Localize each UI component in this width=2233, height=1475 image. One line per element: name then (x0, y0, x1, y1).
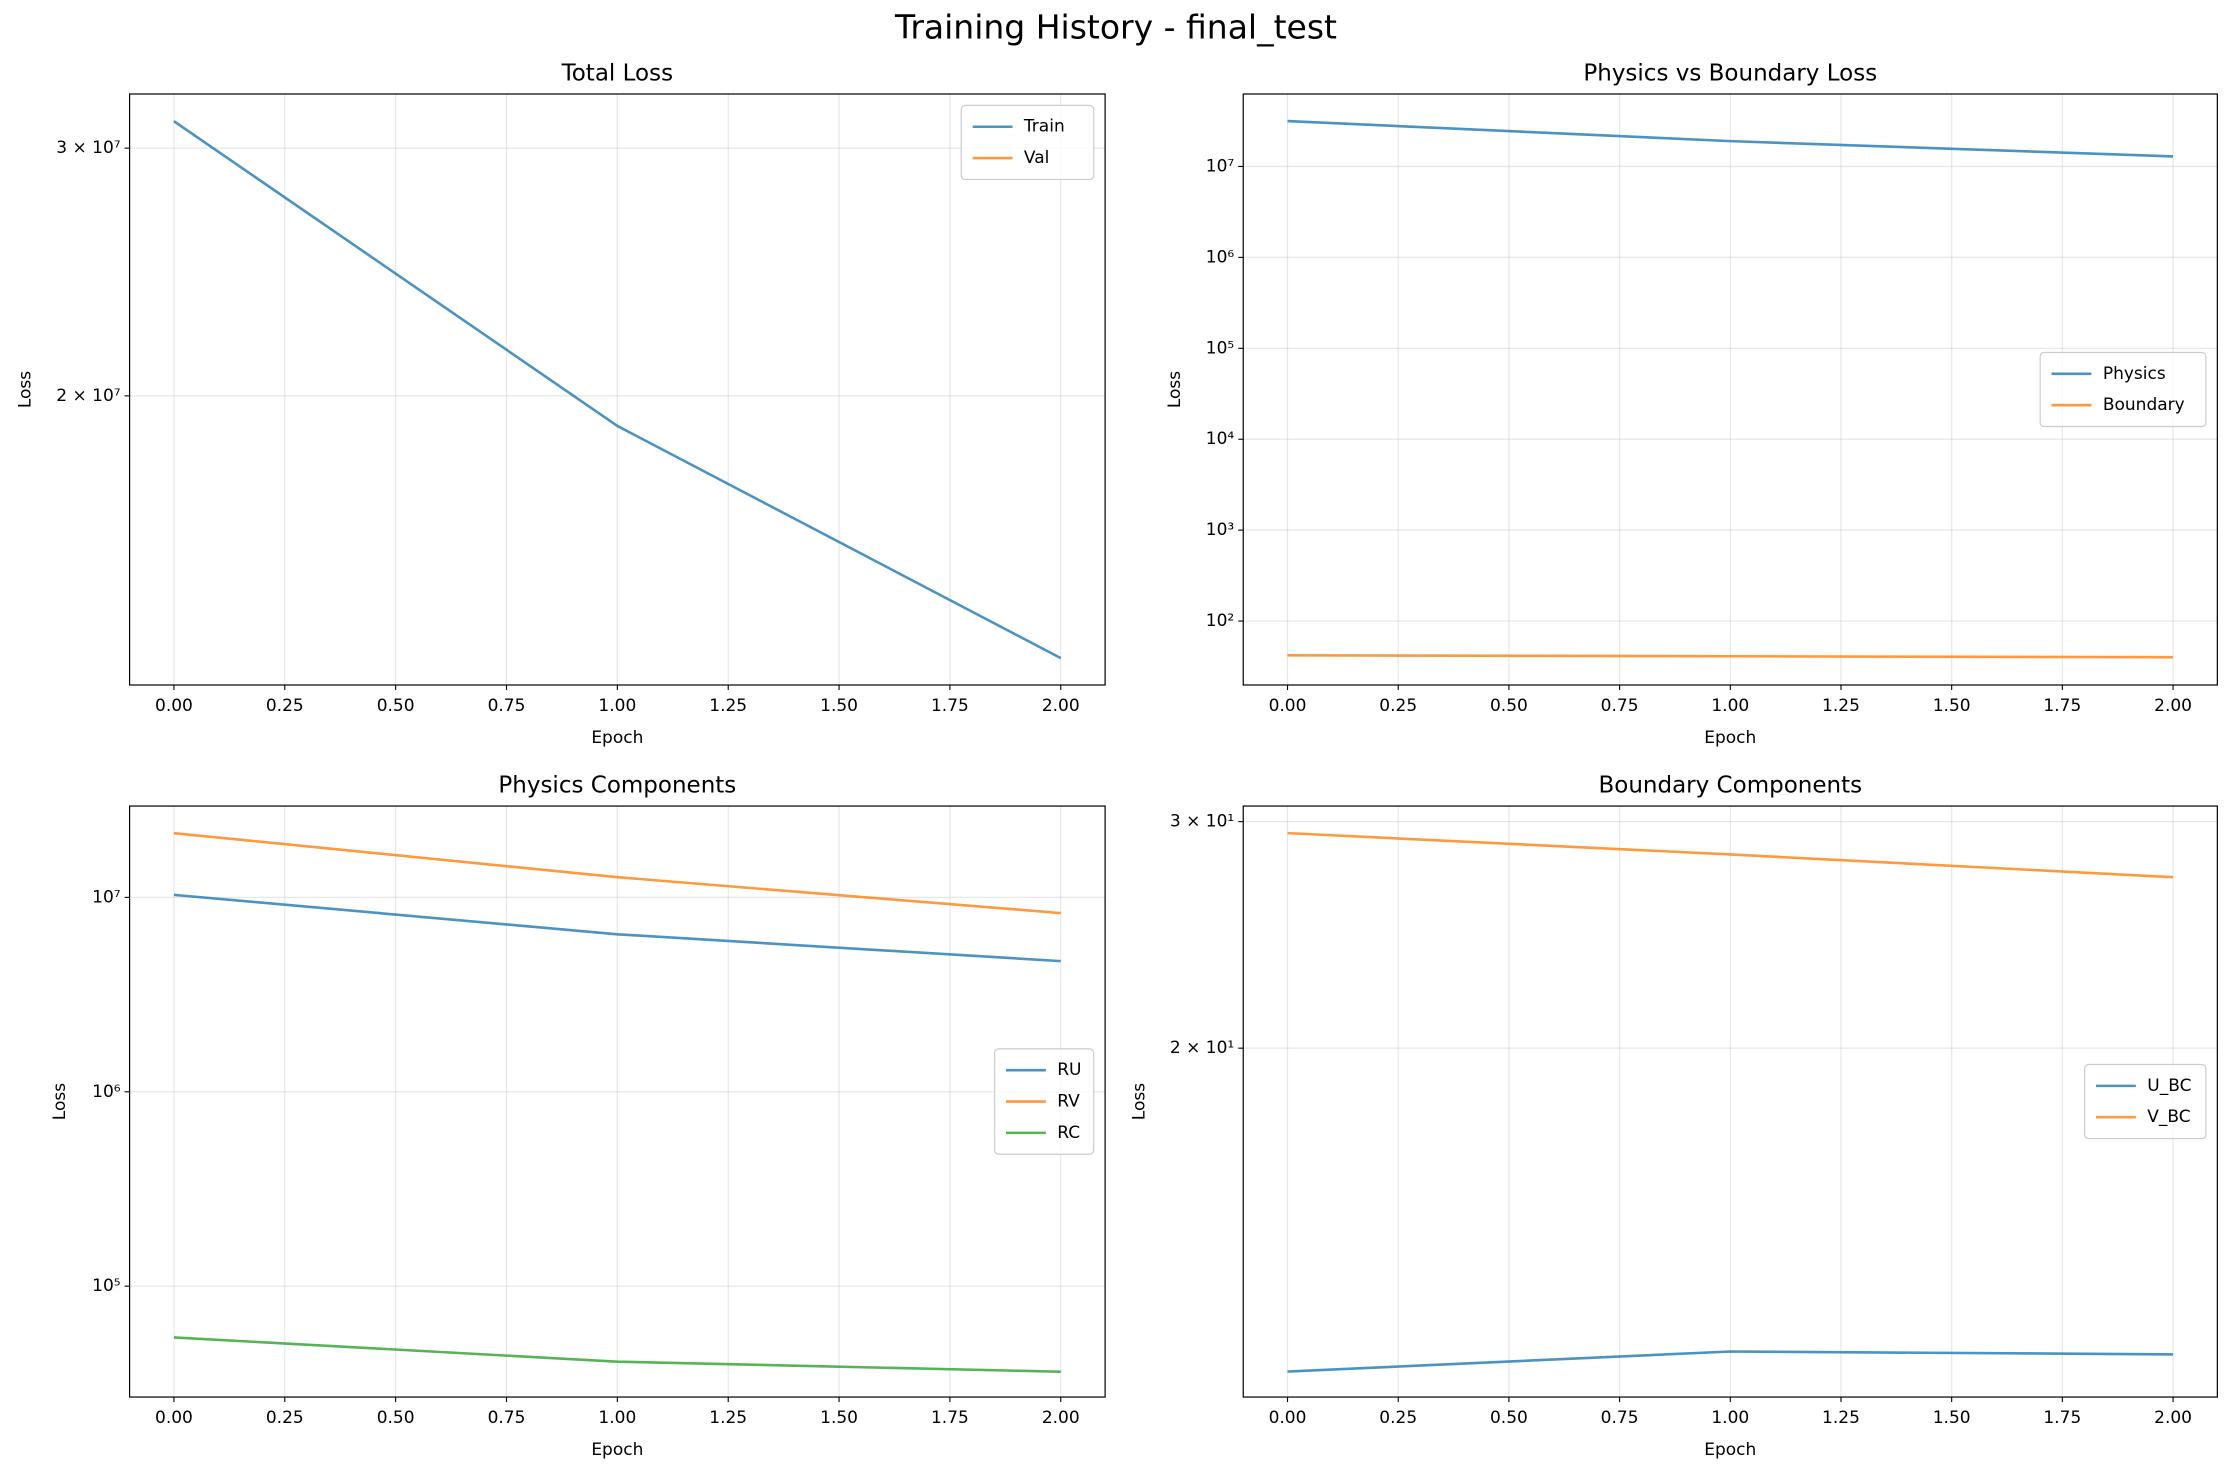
x-tick-label: 0.00 (155, 1408, 193, 1428)
x-tick-label: 0.00 (155, 696, 193, 716)
x-tick-label: 0.75 (1601, 1408, 1639, 1428)
legend-label: Val (1024, 148, 1049, 168)
y-axis-label: Loss (1129, 1083, 1149, 1120)
x-tick-label: 1.00 (598, 1408, 636, 1428)
legend-label: RV (1057, 1092, 1080, 1112)
y-axis-label: Loss (16, 371, 36, 408)
x-tick-label: 1.25 (1822, 696, 1860, 716)
legend-box (2039, 351, 2207, 428)
legend-label: Train (1023, 117, 1065, 137)
y-tick-label: 2 × 10¹ (1170, 1038, 1234, 1058)
y-tick-label: 10⁶ (1206, 247, 1235, 267)
x-tick-label: 1.25 (709, 696, 747, 716)
subplot: 0.00 0.25 0.50 0.75 1.00 1.25 1.50 1.75 2.00 2 × … (16, 60, 1106, 748)
subplot-title: Physics Components (498, 773, 736, 799)
legend-label: U_BC (2147, 1076, 2191, 1096)
subplot: 0.00 0.25 0.50 0.75 1.00 1.25 1.50 1.75 2.00 10⁵ 1… (50, 773, 1106, 1460)
legend-box (960, 104, 1095, 181)
x-tick-label: 0.50 (377, 696, 415, 716)
x-tick-label: 2.00 (2154, 1408, 2192, 1428)
figure-title: Training History - final_test (894, 8, 1337, 47)
x-tick-label: 1.50 (820, 696, 858, 716)
x-tick-label: 0.25 (266, 1408, 304, 1428)
legend: Physics Boundary (2039, 351, 2207, 428)
legend-label: RU (1057, 1060, 1081, 1080)
x-tick-label: 0.50 (377, 1408, 415, 1428)
x-tick-label: 1.00 (1711, 1408, 1749, 1428)
legend-label: RC (1057, 1123, 1080, 1143)
axes-frame (128, 805, 1106, 1398)
line (1287, 654, 2174, 659)
x-tick-label: 1.75 (931, 696, 969, 716)
y-tick-label: 10⁵ (92, 1276, 120, 1296)
subplot: 0.00 0.25 0.50 0.75 1.00 1.25 1.50 1.75 2.00 10² 1… (1165, 60, 2218, 748)
x-tick-label: 1.25 (1822, 1408, 1860, 1428)
legend: Train Val (960, 104, 1095, 181)
line (173, 893, 1061, 963)
x-tick-label: 0.00 (1269, 696, 1307, 716)
y-tick-label: 10⁶ (92, 1082, 121, 1102)
line (173, 1336, 1061, 1374)
x-tick-label: 2.00 (1042, 696, 1080, 716)
subplot: 0.00 0.25 0.50 0.75 1.00 1.25 1.50 1.75 2.00 2 × … (1129, 773, 2218, 1460)
y-tick-label: 10⁷ (92, 887, 121, 907)
y-axis-label: Loss (50, 1083, 70, 1120)
x-tick-label: 2.00 (1042, 1408, 1080, 1428)
x-tick-label: 0.00 (1269, 1408, 1307, 1428)
x-tick-label: 1.50 (1933, 696, 1971, 716)
line (1287, 1350, 2174, 1373)
legend: RU RV RC (993, 1048, 1095, 1155)
x-tick-label: 1.25 (709, 1408, 747, 1428)
subplot-title: Total Loss (561, 60, 673, 86)
y-axis-label: Loss (1165, 371, 1185, 408)
y-tick-label: 10⁴ (1206, 429, 1235, 449)
y-tick-label: 10² (1206, 611, 1234, 631)
line (1287, 119, 2174, 158)
y-tick-label: 2 × 10⁷ (56, 386, 120, 406)
y-tick-label: 3 × 10¹ (1170, 812, 1234, 832)
x-tick-label: 2.00 (2154, 696, 2192, 716)
line (173, 831, 1061, 915)
legend-label: Boundary (2103, 395, 2185, 415)
y-tick-label: 3 × 10⁷ (56, 138, 120, 158)
line (1287, 831, 2174, 879)
legend: U_BC V_BC (2084, 1063, 2207, 1140)
x-tick-label: 0.25 (1379, 1408, 1417, 1428)
x-axis-label: Epoch (1704, 728, 1756, 748)
x-tick-label: 0.75 (488, 696, 526, 716)
axes-frame (128, 93, 1106, 686)
y-tick-label: 10³ (1206, 520, 1234, 540)
axes-frame (1242, 805, 2218, 1398)
y-tick-label: 10⁷ (1206, 156, 1235, 176)
x-axis-label: Epoch (591, 728, 643, 748)
x-tick-label: 1.00 (598, 696, 636, 716)
legend-box (2084, 1063, 2207, 1140)
legend-label: Physics (2103, 364, 2166, 384)
x-tick-label: 1.00 (1711, 696, 1749, 716)
x-tick-label: 1.75 (2043, 1408, 2081, 1428)
y-tick-label: 10⁵ (1206, 338, 1234, 358)
x-tick-label: 1.50 (1933, 1408, 1971, 1428)
x-tick-label: 0.75 (1601, 696, 1639, 716)
axes-frame (1242, 93, 2218, 686)
x-axis-label: Epoch (1704, 1440, 1756, 1460)
line (173, 120, 1062, 660)
x-axis-label: Epoch (591, 1440, 643, 1460)
legend-label: V_BC (2147, 1107, 2190, 1127)
subplot-title: Physics vs Boundary Loss (1583, 60, 1877, 86)
subplot-title: Boundary Components (1598, 773, 1862, 799)
x-tick-label: 1.50 (820, 1408, 858, 1428)
x-tick-label: 0.25 (1379, 696, 1417, 716)
x-tick-label: 0.75 (488, 1408, 526, 1428)
x-tick-label: 0.50 (1490, 1408, 1528, 1428)
x-tick-label: 0.50 (1490, 696, 1528, 716)
x-tick-label: 1.75 (931, 1408, 969, 1428)
x-tick-label: 1.75 (2043, 696, 2081, 716)
x-tick-label: 0.25 (266, 696, 304, 716)
